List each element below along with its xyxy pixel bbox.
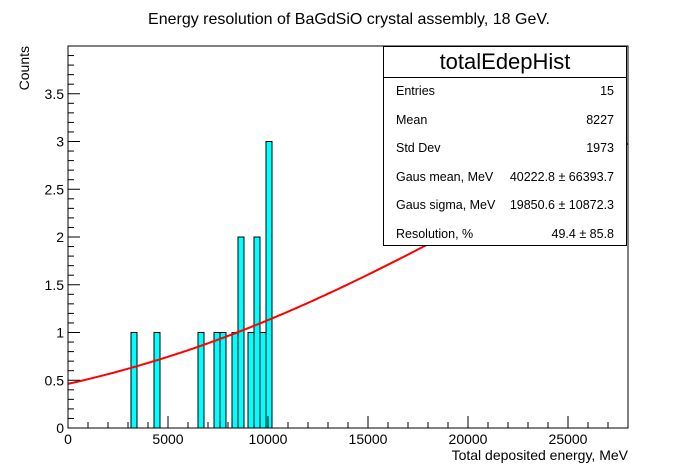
y-tick-label: 1 — [56, 325, 64, 341]
histogram-bar-10 — [259, 332, 267, 429]
stats-value: 8227 — [586, 112, 614, 127]
histogram-bar-6 — [231, 332, 239, 429]
histogram-bar-2 — [153, 332, 161, 429]
x-tick-label: 25000 — [549, 431, 588, 447]
axis-ticks — [67, 55, 629, 429]
stats-row: Std Dev 1973 — [396, 138, 614, 158]
x-tick-labels: 0 5000 10000 15000 20000 25000 — [64, 431, 588, 447]
y-tick-label: 3 — [56, 134, 64, 150]
stats-value: 19850.6 ± 10872.3 — [509, 198, 614, 213]
stats-row: Resolution, % 49.4 ± 85.8 — [396, 224, 614, 244]
stats-value: 40222.8 ± 66393.7 — [509, 169, 614, 184]
stats-label: Resolution, % — [396, 227, 474, 241]
stats-label: Gaus sigma, MeV — [396, 198, 496, 213]
y-tick-label: 2.5 — [45, 181, 65, 197]
y-tick-label: 2 — [56, 229, 64, 245]
stats-row: Gaus mean, MeV 40222.8 ± 66393.7 — [396, 167, 614, 187]
stats-value: 1973 — [586, 141, 614, 156]
plot-area: 0 5000 10000 15000 20000 25000 0 0.5 1 1.5 2 2.5 3 3… — [45, 45, 629, 447]
stats-value: 49.4 ± 85.8 — [551, 227, 614, 241]
stats-label: Mean — [396, 112, 428, 127]
histogram-bar-11 — [265, 141, 273, 429]
x-axis-label: Total deposited energy, MeV — [452, 447, 629, 463]
chart-title: Energy resolution of BaGdSiO crystal ass… — [148, 11, 550, 28]
x-tick-label: 5000 — [152, 431, 183, 447]
stats-label: Entries — [396, 84, 435, 98]
x-tick-label: 10000 — [249, 431, 288, 447]
y-axis-label: Counts — [16, 46, 32, 90]
stats-label: Std Dev — [396, 141, 441, 156]
stats-row: Gaus sigma, MeV 19850.6 ± 10872.3 — [396, 195, 614, 215]
stats-box: totalEdepHist Entries 15 Mean 8227 Std Dev 19… — [383, 46, 627, 246]
histogram-bar-4 — [213, 332, 221, 429]
histogram-bars — [130, 141, 273, 429]
stats-value: 15 — [600, 84, 614, 98]
y-tick-labels: 0 0.5 1 1.5 2 2.5 3 3.5 — [45, 86, 65, 436]
y-tick-label: 0.5 — [45, 372, 65, 388]
x-tick-label: 20000 — [449, 431, 488, 447]
histogram-bar-9 — [253, 236, 261, 429]
stats-row: Entries 15 — [396, 81, 614, 101]
stats-title: totalEdepHist — [384, 47, 626, 78]
histogram-bar-1 — [130, 332, 138, 429]
stats-row: Mean 8227 — [396, 110, 614, 130]
histogram-bar-8 — [247, 332, 255, 429]
stats-label: Gaus mean, MeV — [396, 169, 494, 184]
y-tick-label: 3.5 — [45, 86, 65, 102]
y-tick-label: 1.5 — [45, 277, 65, 293]
x-tick-label: 0 — [64, 431, 72, 447]
y-tick-label: 0 — [56, 420, 64, 436]
histogram-bar-5 — [219, 332, 227, 429]
x-tick-label: 15000 — [349, 431, 388, 447]
